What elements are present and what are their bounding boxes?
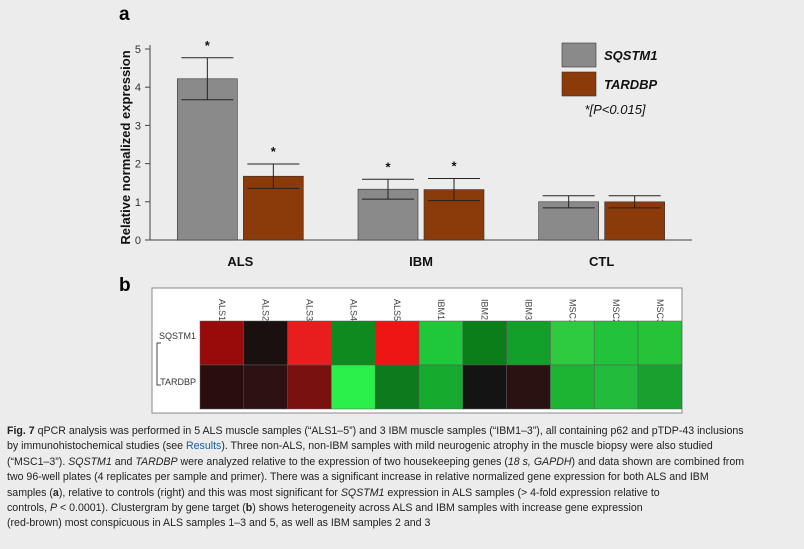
caption-p: P <box>49 502 58 515</box>
heatmap-column-label: MSC2 <box>611 299 621 324</box>
x-tick-label: ALS <box>227 254 253 269</box>
heatmap-cell <box>593 364 639 410</box>
significance-note: *[P<0.015] <box>584 102 645 117</box>
heatmap-cell <box>243 320 288 366</box>
y-tick-label: 5 <box>135 44 141 56</box>
heatmap-cell <box>550 320 595 366</box>
caption-fig-label: Fig. 7 <box>7 425 35 437</box>
y-axis-label: Relative normalized expression <box>118 50 133 244</box>
y-tick-label: 3 <box>135 120 141 132</box>
heatmap-cell <box>331 364 376 410</box>
heatmap-cell <box>374 364 420 410</box>
y-tick-label: 4 <box>135 82 141 94</box>
heatmap-column-label: ALS2 <box>261 299 271 321</box>
heatmap-row-label: SQSTM1 <box>159 331 196 341</box>
heatmap-cell <box>418 320 464 366</box>
caption-text-8: two 96-well plates (4 replicates per sam… <box>7 471 709 484</box>
legend-swatch <box>561 42 597 68</box>
caption-text-5: and <box>111 455 136 468</box>
heatmap-column-label: IBM3 <box>524 299 534 320</box>
legend-swatch <box>561 71 597 97</box>
dendrogram-branch <box>156 342 161 386</box>
y-tick-label: 0 <box>135 235 141 247</box>
heatmap-column-label: IBM2 <box>480 299 490 320</box>
y-tick-label: 2 <box>135 159 141 171</box>
heatmap-column-label: MSC1 <box>567 299 577 324</box>
significance-marker: * <box>385 159 391 174</box>
caption-ref-a: a <box>52 486 59 499</box>
heatmap-cell <box>287 320 332 366</box>
bar <box>177 78 238 241</box>
heatmap-cell <box>506 364 551 410</box>
caption-text-3: ). Three non-ALS, non-IBM samples with m… <box>221 440 713 453</box>
heatmap-column-label: ALS5 <box>392 299 402 321</box>
significance-marker: * <box>451 158 457 173</box>
y-tick-label: 1 <box>135 197 141 209</box>
heatmap-row-label: TARDBP <box>160 377 196 387</box>
heatmap-cell <box>637 320 683 366</box>
x-tick-label: IBM <box>409 254 433 269</box>
caption-results-link[interactable]: Results <box>186 440 222 453</box>
heatmap-cell <box>199 364 245 410</box>
caption-text-4: (“MSC1–3”). <box>7 455 69 468</box>
panel-b-label: b <box>119 275 131 296</box>
caption-gene-1: SQSTM1 <box>68 455 112 468</box>
heatmap-cell <box>637 364 683 410</box>
caption-ref-b: b <box>245 502 253 515</box>
heatmap-column-label: ALS3 <box>305 299 315 321</box>
heatmap-cell <box>462 320 507 366</box>
heatmap-column-label: IBM1 <box>436 299 446 320</box>
heatmap-cell <box>287 364 332 410</box>
caption-text-2: by immunohistochemical studies (see <box>7 440 186 453</box>
heatmap-cell <box>243 364 288 410</box>
heatmap-cell <box>418 364 464 410</box>
caption-housekeeping: 18 s, GAPDH <box>507 455 572 468</box>
heatmap-cell <box>593 320 639 366</box>
caption-gene-2: TARDBP <box>135 455 178 468</box>
significance-marker: * <box>271 144 277 159</box>
caption-text-9: samples ( <box>7 486 53 499</box>
heatmap-column-label: MSC3 <box>655 299 665 324</box>
figure-caption: Fig. 7 qPCR analysis was performed in 5 … <box>7 424 797 532</box>
x-tick-label: CTL <box>589 254 614 269</box>
heatmap-cell <box>374 320 420 366</box>
significance-marker: * <box>205 38 211 53</box>
panel-a-label: a <box>119 4 130 25</box>
legend-label: SQSTM1 <box>604 48 657 63</box>
heatmap-column-label: ALS4 <box>348 299 358 321</box>
heatmap-cell <box>462 364 507 410</box>
heatmap-cell <box>506 320 551 366</box>
legend-label: TARDBP <box>604 77 658 92</box>
caption-text-10: ), relative to controls (right) and this… <box>58 486 341 499</box>
caption-gene-3: SQSTM1 <box>340 486 385 499</box>
caption-text-11: expression in ALS samples (> 4-fold expr… <box>384 486 660 499</box>
heatmap-cell <box>331 320 376 366</box>
heatmap-cell <box>199 320 245 366</box>
caption-text-1: qPCR analysis was performed in 5 ALS mus… <box>34 425 744 437</box>
clustergram-heatmap: ALS1 ALS2 ALS3 ALS4 ALS5 IBM1 IBM2 IBM3 MSC1 MSC2… <box>151 287 683 414</box>
caption-text-12: controls, <box>7 502 50 515</box>
caption-text-6: were analyzed relative to the expression… <box>177 455 508 468</box>
caption-text-14: ) shows heterogeneity across ALS and IBM… <box>252 502 643 515</box>
caption-text-15: (red-brown) most conspicuous in ALS samp… <box>7 517 431 530</box>
caption-text-13: < 0.0001). Clustergram by gene target ( <box>57 502 246 515</box>
heatmap-column-label: ALS1 <box>217 299 227 321</box>
heatmap-cell <box>550 364 595 410</box>
caption-text-7: ) and data shown are combined from <box>571 455 745 468</box>
